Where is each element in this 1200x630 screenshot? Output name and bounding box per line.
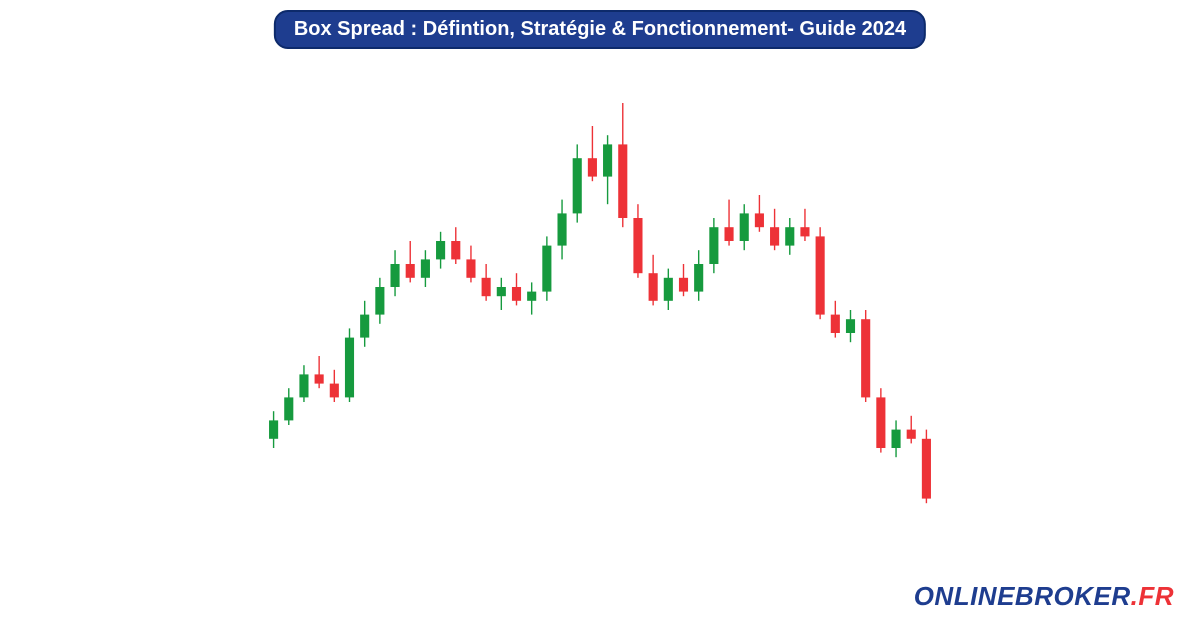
candlestick-chart: [260, 80, 940, 540]
page-title: Box Spread : Défintion, Stratégie & Fonc…: [274, 10, 926, 49]
brand-part1: ONLINEBROKER: [914, 581, 1131, 611]
brand-logo: ONLINEBROKER.FR: [914, 581, 1174, 612]
brand-part2: .FR: [1131, 581, 1174, 611]
candlestick-svg: [260, 80, 940, 540]
